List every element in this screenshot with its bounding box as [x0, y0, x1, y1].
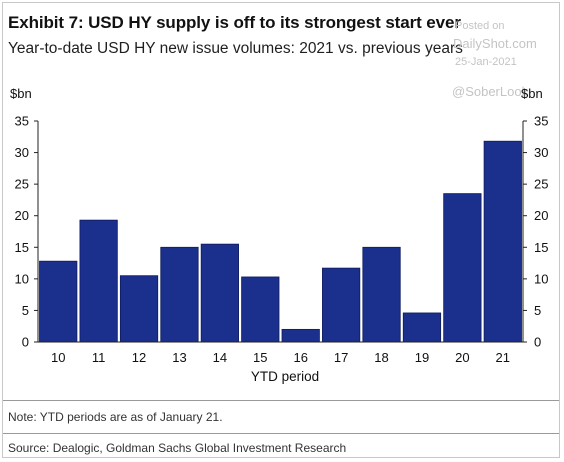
chart-note: Note: YTD periods are as of January 21.	[8, 410, 223, 424]
chart-title: Exhibit 7: USD HY supply is off to its s…	[8, 13, 461, 32]
x-tick-label-13: 13	[172, 350, 186, 365]
x-tick-label-20: 20	[455, 350, 469, 365]
watermark-date: 25-Jan-2021	[455, 56, 517, 68]
x-tick-label-16: 16	[293, 350, 307, 365]
x-tick-label-11: 11	[92, 350, 106, 365]
watermark-handle: @SoberLook	[452, 84, 529, 99]
bar-10	[39, 260, 78, 343]
watermark-posted: Posted on	[455, 20, 505, 32]
bar-20	[443, 193, 482, 343]
x-tick-label-12: 12	[132, 350, 146, 365]
y-tick-label-left-0: 0	[22, 335, 29, 350]
y-tick-label-right-35: 35	[534, 114, 548, 129]
y-axis-unit-right: $bn	[521, 86, 543, 101]
chart-source: Source: Dealogic, Goldman Sachs Global I…	[8, 441, 347, 455]
y-tick-label-right-5: 5	[534, 303, 541, 318]
chart-subtitle: Year-to-date USD HY new issue volumes: 2…	[8, 40, 463, 57]
x-tick-label-19: 19	[415, 350, 429, 365]
bar-21	[483, 140, 522, 343]
y-tick-label-right-20: 20	[534, 208, 548, 223]
divider-top	[3, 400, 559, 401]
watermark-site: DailyShot.com	[453, 36, 537, 51]
bar-16	[281, 328, 320, 343]
bar-14	[200, 243, 239, 343]
y-tick-label-right-15: 15	[534, 240, 548, 255]
y-tick-label-left-5: 5	[22, 303, 29, 318]
bar-12	[119, 275, 159, 343]
y-tick-label-right-30: 30	[534, 145, 548, 160]
divider-bottom	[3, 433, 559, 434]
x-tick-label-10: 10	[51, 350, 65, 365]
y-tick-label-left-35: 35	[15, 114, 29, 129]
x-tick-label-18: 18	[374, 350, 388, 365]
x-tick-label-17: 17	[334, 350, 348, 365]
bar-18	[362, 246, 401, 343]
y-axis-unit-left: $bn	[10, 86, 32, 101]
bar-19	[402, 312, 442, 343]
y-tick-label-right-10: 10	[534, 271, 548, 286]
y-tick-label-left-20: 20	[15, 208, 29, 223]
y-tick-label-left-10: 10	[15, 271, 29, 286]
y-tick-label-left-25: 25	[15, 177, 29, 192]
x-axis-label: YTD period	[250, 369, 320, 384]
x-tick-label-21: 21	[496, 350, 510, 365]
y-tick-label-right-25: 25	[534, 177, 548, 192]
bar-15	[241, 276, 280, 343]
y-tick-label-right-0: 0	[534, 335, 541, 350]
x-tick-label-14: 14	[213, 350, 227, 365]
x-tick-label-15: 15	[253, 350, 267, 365]
bar-13	[160, 246, 199, 343]
y-tick-label-left-30: 30	[15, 145, 29, 160]
bar-17	[322, 267, 361, 343]
y-tick-label-left-15: 15	[15, 240, 29, 255]
bar-11	[79, 219, 118, 343]
